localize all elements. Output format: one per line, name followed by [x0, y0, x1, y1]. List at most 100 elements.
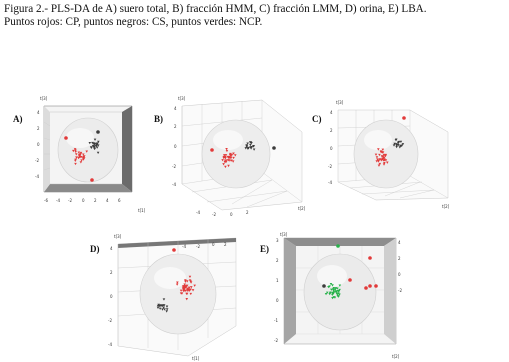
svg-text:0: 0	[212, 242, 215, 247]
point-ncp	[336, 244, 340, 248]
svg-text:2: 2	[246, 210, 249, 215]
point-cp	[227, 164, 230, 168]
point-cp	[377, 164, 381, 167]
axis-label-d-top: t[3]	[114, 234, 122, 239]
svg-text:1: 1	[276, 278, 279, 283]
point-cp	[90, 178, 94, 182]
point-cp	[221, 159, 224, 162]
point-cp	[230, 153, 234, 157]
scatter-b	[210, 141, 276, 169]
point-cp	[78, 156, 82, 159]
point-ncp	[334, 290, 338, 294]
point-cp	[222, 163, 225, 166]
point-cp	[224, 160, 228, 164]
plot-d: t[3] t[1] 4 2 0 -2 -4 -4 -2 0 2	[108, 234, 237, 361]
point-cp	[375, 160, 379, 163]
point-cs	[249, 146, 252, 149]
axis-label-a-top: t[3]	[40, 96, 48, 101]
point-cp	[73, 159, 77, 162]
axis-label-d-right: t[1]	[192, 356, 200, 361]
point-cp	[381, 148, 385, 151]
point-cp	[377, 159, 380, 162]
svg-text:2: 2	[110, 270, 113, 275]
point-cp	[228, 159, 232, 162]
svg-text:0: 0	[37, 142, 40, 147]
svg-text:-2: -2	[68, 198, 72, 203]
point-cs	[252, 148, 256, 151]
point-cp	[378, 158, 382, 161]
svg-text:4: 4	[106, 198, 109, 203]
point-cp	[374, 284, 378, 288]
point-cp	[74, 158, 78, 161]
svg-text:-2: -2	[196, 244, 200, 249]
point-cs	[395, 143, 398, 146]
point-cp	[348, 278, 352, 282]
point-cp	[185, 298, 189, 301]
point-ncp	[324, 292, 328, 296]
point-ncp	[336, 294, 340, 298]
point-cp	[227, 156, 230, 159]
point-cp	[182, 287, 186, 291]
point-cp	[189, 292, 193, 296]
point-cp	[187, 289, 191, 292]
point-ncp	[333, 296, 337, 299]
svg-text:-4: -4	[182, 244, 186, 249]
point-cp	[189, 288, 192, 291]
point-ncp	[336, 287, 339, 290]
point-cp	[74, 150, 78, 154]
point-cs	[399, 140, 403, 144]
point-cp	[74, 153, 78, 156]
caption-line-1: Figura 2.- PLS-DA de A) suero total, B) …	[4, 3, 427, 15]
point-cp	[224, 156, 227, 160]
point-cs	[96, 130, 100, 134]
point-cs	[165, 308, 169, 311]
point-cp	[374, 153, 378, 156]
point-ncp	[331, 284, 334, 287]
panel-label-e: E)	[260, 244, 269, 254]
svg-text:-2: -2	[212, 212, 216, 217]
scatter-c	[374, 116, 406, 167]
panel-label-a: A)	[13, 114, 23, 124]
axis-label-a-right: t[1]	[138, 208, 146, 213]
point-cp	[225, 149, 229, 153]
point-cs	[394, 138, 398, 141]
point-cp	[77, 151, 81, 154]
point-ncp	[328, 285, 331, 288]
panel-c: C) t[3] t[2] 4 2 0 -2 -4	[310, 92, 455, 216]
panel-a: A) t[3] t[1] 4 2 0 -2 -4 -6 -4 -2 0 2 4 6	[10, 92, 150, 216]
point-cs	[162, 304, 166, 307]
point-cp	[73, 148, 77, 151]
point-cp	[185, 280, 189, 283]
axis-label-e-right: t[2]	[392, 354, 400, 359]
point-cp	[172, 248, 176, 252]
svg-text:-4: -4	[108, 342, 112, 347]
point-cp	[232, 152, 235, 155]
panel-e: E) t[3] t[2] 3 2 1 0 -1 -2 4 2 0 -2	[258, 228, 408, 362]
point-cs	[93, 145, 96, 148]
point-cp	[384, 159, 388, 162]
svg-text:2: 2	[276, 258, 279, 263]
point-ncp	[338, 284, 342, 287]
point-cp	[82, 153, 85, 156]
plot-a: t[3] t[1] 4 2 0 -2 -4 -6 -4 -2 0 2 4 6	[35, 96, 146, 213]
point-ncp	[329, 291, 332, 294]
axis-label-b-top: t[3]	[178, 96, 186, 101]
point-cp	[184, 285, 188, 288]
point-cp	[224, 165, 227, 169]
point-cp	[368, 284, 372, 288]
svg-text:4: 4	[110, 246, 113, 251]
svg-text:-2: -2	[328, 164, 332, 169]
point-cp	[191, 289, 195, 292]
point-cp	[229, 156, 233, 160]
point-cs	[97, 140, 100, 144]
svg-text:-2: -2	[274, 338, 278, 343]
point-cp	[402, 116, 406, 120]
point-cp	[382, 163, 386, 166]
point-cs	[162, 298, 166, 301]
point-cs	[93, 147, 96, 151]
point-cp	[380, 158, 384, 161]
point-cp	[75, 156, 78, 159]
point-cp	[64, 136, 68, 140]
svg-text:4: 4	[37, 110, 40, 115]
point-cs	[95, 144, 98, 147]
